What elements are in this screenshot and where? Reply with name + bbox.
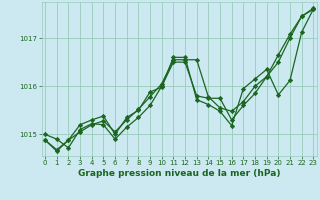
X-axis label: Graphe pression niveau de la mer (hPa): Graphe pression niveau de la mer (hPa) <box>78 169 280 178</box>
